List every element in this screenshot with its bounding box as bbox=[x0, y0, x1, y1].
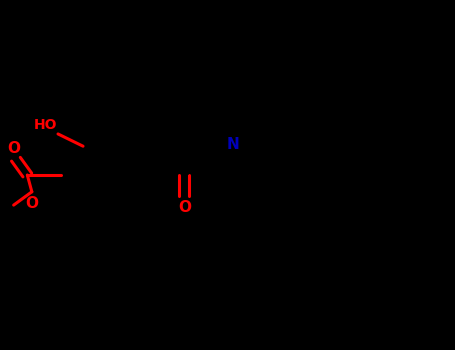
Text: O: O bbox=[25, 196, 38, 211]
Text: N: N bbox=[226, 136, 239, 152]
Text: O: O bbox=[178, 199, 191, 215]
Text: O: O bbox=[7, 141, 20, 156]
Text: HO: HO bbox=[34, 118, 57, 132]
